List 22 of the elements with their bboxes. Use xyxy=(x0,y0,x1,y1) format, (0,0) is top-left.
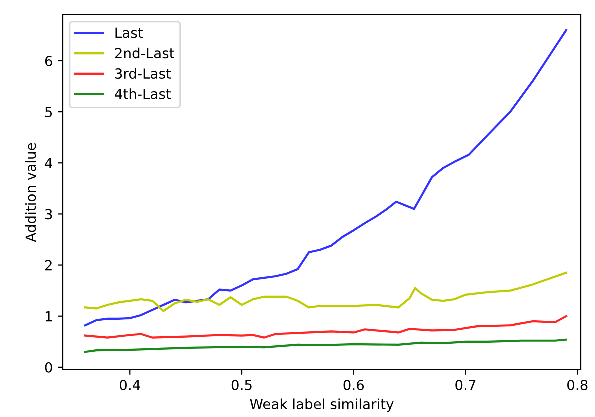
x-tick-label: 0.7 xyxy=(456,380,476,390)
x-axis-title: Weak label similarity xyxy=(250,398,394,412)
legend-label: 3rd-Last xyxy=(115,68,172,80)
y-axis-title: Addition value xyxy=(25,143,36,242)
y-tick-label: 4 xyxy=(45,158,52,168)
x-tick-label: 0.6 xyxy=(344,380,364,390)
x-tick-label: 0.4 xyxy=(120,380,140,390)
line-series xyxy=(84,272,568,312)
y-tick-label: 2 xyxy=(45,260,52,271)
legend-label: 2nd-Last xyxy=(115,48,174,59)
legend-label: Last xyxy=(116,28,143,38)
line-series xyxy=(84,338,568,354)
y-tick-label: 5 xyxy=(46,107,52,118)
y-tick-label: 3 xyxy=(46,209,52,220)
y-tick-label: 1 xyxy=(46,312,52,322)
x-tick-label: 0.5 xyxy=(232,380,252,390)
y-tick-label: 6 xyxy=(45,56,52,66)
line-series xyxy=(84,315,568,339)
legend-label: 4th-Last xyxy=(115,88,172,100)
x-tick-label: 0.8 xyxy=(568,380,588,390)
line-series xyxy=(84,29,568,327)
y-tick-label: 0 xyxy=(45,362,52,373)
